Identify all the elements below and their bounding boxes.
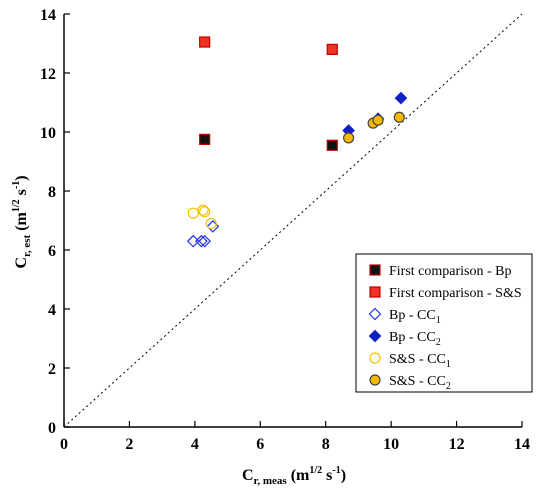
chart-legend: First comparison - Bp First comparison - … <box>355 253 533 393</box>
data-point-series-3 <box>195 234 208 248</box>
chart-marks <box>63 13 523 428</box>
y-tick-label: 6 <box>48 243 56 260</box>
legend-box <box>355 253 533 393</box>
legend-label-4: Bp - CC2 <box>389 330 441 348</box>
y-tick-label: 0 <box>48 420 56 437</box>
y-axis-title: Cr, est (m1/2 s-1) <box>11 175 33 268</box>
y-tick-label: 10 <box>40 125 56 142</box>
legend-marker-1 <box>369 264 381 276</box>
chart-axes: 0 2 4 6 8 10 12 14 0 2 4 6 8 10 12 14 <box>40 7 530 453</box>
x-axis-title: Cr, meas (m1/2 s-1) <box>242 465 346 487</box>
data-point-series-6 <box>372 114 384 126</box>
legend-label-1: First comparison - Bp <box>389 264 512 279</box>
x-tick-label: 2 <box>125 436 133 453</box>
x-tick-label: 14 <box>514 436 530 453</box>
data-point-series-6 <box>343 132 355 144</box>
data-point-series-3 <box>186 234 200 248</box>
legend-marker-2 <box>369 286 381 298</box>
data-point-series-2 <box>326 43 338 56</box>
data-point-series-5 <box>197 204 209 216</box>
data-point-series-5 <box>199 206 211 218</box>
x-tick-label: 0 <box>60 436 68 453</box>
legend-label-2: First comparison - S&S <box>389 286 522 301</box>
legend-marker-3 <box>368 307 382 321</box>
x-tick-label: 8 <box>322 436 330 453</box>
x-tick-label: 6 <box>256 436 264 453</box>
x-tick-label: 12 <box>449 436 465 453</box>
legend-marker-6 <box>369 374 381 386</box>
data-point-series-1 <box>199 133 211 145</box>
y-tick-label: 2 <box>48 361 56 378</box>
data-point-series-3 <box>198 234 212 248</box>
y-tick-label: 8 <box>48 184 56 201</box>
legend-marker-5 <box>369 352 381 364</box>
x-tick-label: 4 <box>191 436 199 453</box>
y-tick-label: 12 <box>40 66 56 83</box>
legend-label-3: Bp - CC1 <box>389 308 441 326</box>
y-tick-label: 4 <box>48 302 56 319</box>
data-point-series-2 <box>199 36 211 48</box>
legend-label-6: S&S - CC2 <box>389 374 451 392</box>
data-point-series-1 <box>326 139 338 151</box>
x-tick-label: 10 <box>383 436 399 453</box>
data-point-series-6 <box>393 111 405 123</box>
legend-label-5: S&S - CC1 <box>389 352 451 370</box>
data-point-series-5 <box>187 207 199 219</box>
legend-marker-4 <box>368 329 382 343</box>
data-point-series-5 <box>205 217 217 230</box>
y-tick-label: 14 <box>40 7 56 24</box>
data-point-series-4 <box>394 91 408 105</box>
